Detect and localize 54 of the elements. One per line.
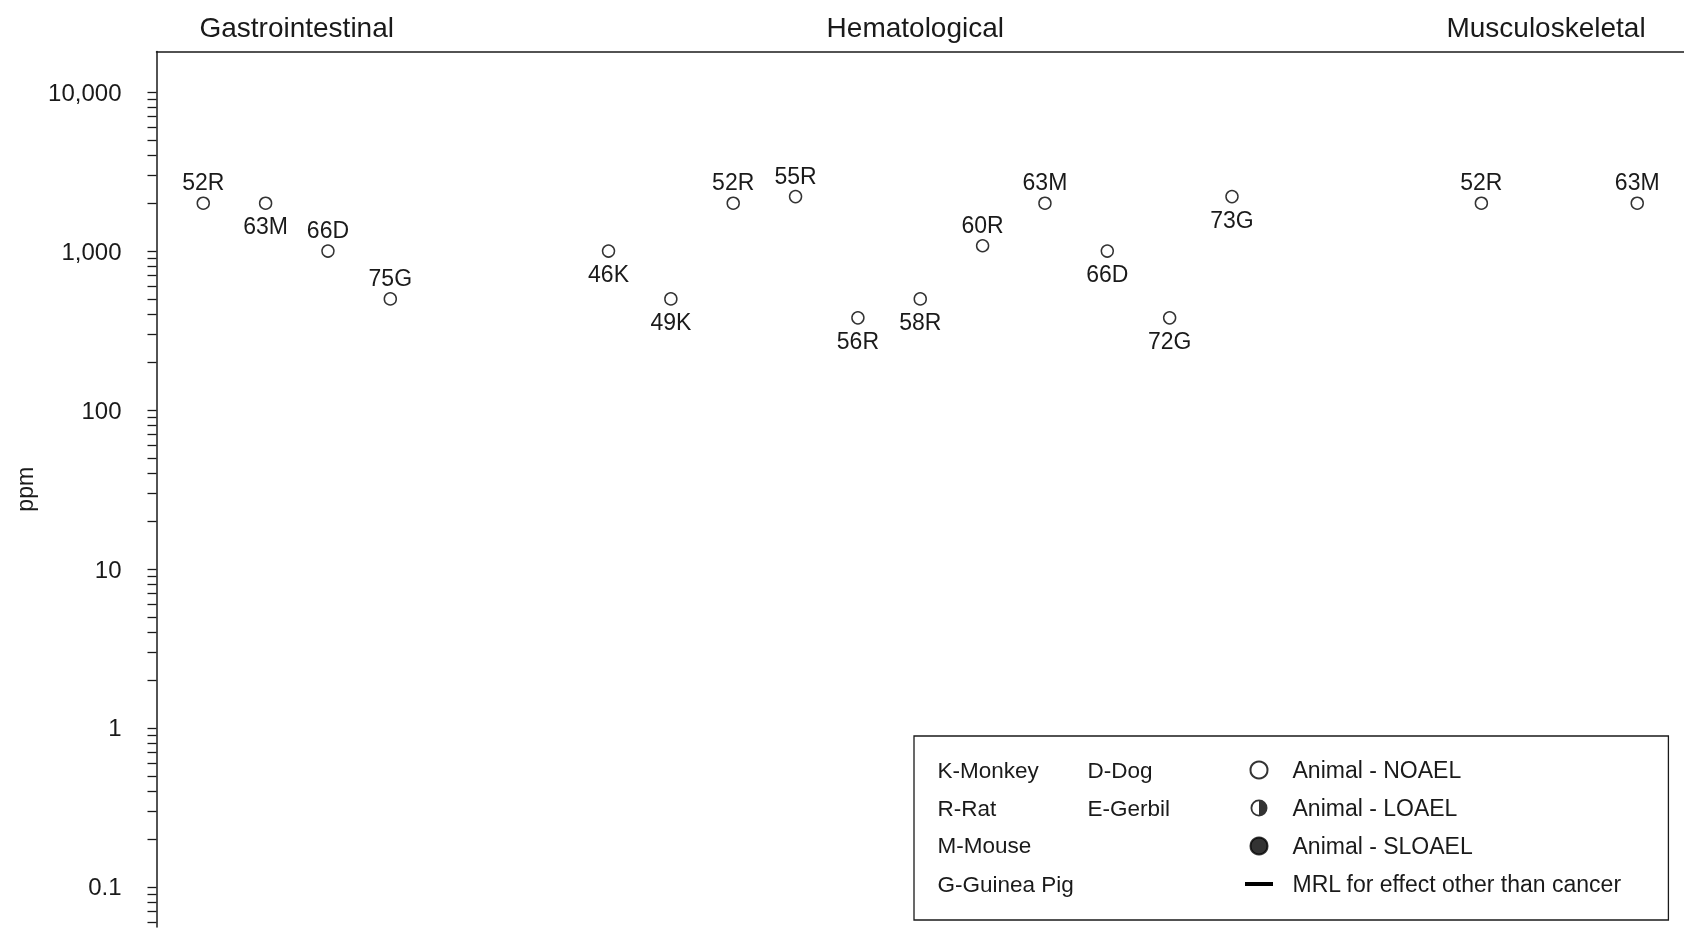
point xyxy=(1162,311,1177,325)
annotation: G-Guinea Pig xyxy=(937,871,1074,897)
annotation: 72G xyxy=(1147,327,1192,354)
annotation: K-Monkey xyxy=(937,757,1040,783)
annotation: 66D xyxy=(306,217,350,244)
annotation: 63M xyxy=(243,213,288,240)
annotation: 52R xyxy=(712,169,755,196)
y-tick-label: 1,000 xyxy=(61,237,122,265)
annotation: 58R xyxy=(899,308,942,335)
legend-label: MRL for effect other than cancer xyxy=(1292,871,1622,897)
annotation: 52R xyxy=(1460,169,1503,196)
y-tick-label: 10 xyxy=(94,555,122,583)
point xyxy=(788,189,803,204)
text: Hematological xyxy=(826,11,1005,43)
y-tick-label: 100 xyxy=(81,396,122,424)
y-tick-label: 0.1 xyxy=(88,873,122,901)
legend-label: Animal - LOAEL xyxy=(1292,795,1458,821)
point xyxy=(383,292,398,306)
y-tick-label: 10,000 xyxy=(48,78,122,106)
annotation: E-Gerbil xyxy=(1087,796,1171,821)
y-tick-label: 1 xyxy=(108,714,122,742)
point xyxy=(664,292,678,306)
annotation: 49K xyxy=(650,308,692,335)
point xyxy=(726,196,740,210)
annotation: R-Rat xyxy=(937,796,997,821)
point xyxy=(851,311,865,325)
text: Gastrointestinal xyxy=(199,11,394,43)
point xyxy=(196,196,211,210)
annotation: 63M xyxy=(1022,169,1068,196)
annotation: M-Mouse xyxy=(937,832,1032,858)
annotation: 75G xyxy=(368,264,413,291)
annotation: 46K xyxy=(588,261,630,288)
point xyxy=(1225,189,1239,204)
annotation: 60R xyxy=(961,211,1004,238)
point xyxy=(1100,244,1115,258)
annotation: 63M xyxy=(1614,169,1660,196)
text: Musculoskeletal xyxy=(1446,11,1646,43)
point xyxy=(913,292,927,306)
annotation: 73G xyxy=(1210,206,1254,233)
legend-label: Animal - SLOAEL xyxy=(1292,833,1473,859)
annotation: 56R xyxy=(836,327,879,354)
point xyxy=(258,196,273,210)
annotation: 55R xyxy=(774,162,817,189)
annotation: 66D xyxy=(1086,261,1129,288)
y-axis-title: ppm xyxy=(12,466,38,512)
point xyxy=(1630,196,1644,210)
legend-label: Animal - NOAEL xyxy=(1292,757,1462,783)
point xyxy=(321,244,335,258)
annotation: 52R xyxy=(182,169,225,196)
point xyxy=(601,244,616,258)
annotation: D-Dog xyxy=(1087,757,1153,783)
point xyxy=(975,239,990,253)
point xyxy=(1474,196,1489,210)
point xyxy=(1038,196,1052,210)
